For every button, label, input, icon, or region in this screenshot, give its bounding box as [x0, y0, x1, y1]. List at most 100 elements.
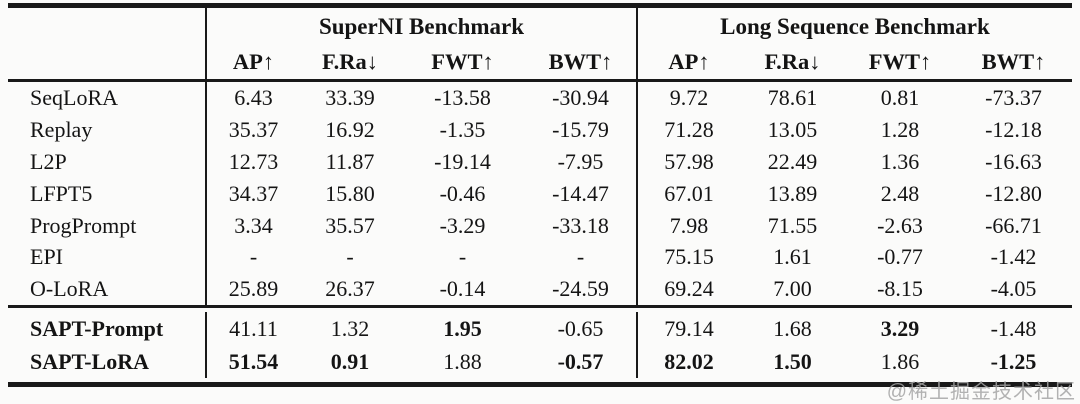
value-cell: 7.98	[636, 209, 740, 242]
value-cell: 26.37	[325, 276, 375, 302]
value-cell: 51.54	[205, 345, 300, 379]
value-cell: 71.28	[636, 113, 740, 146]
row-label: O-LoRA	[30, 276, 109, 302]
value-cell: -0.57	[557, 348, 604, 374]
value-cell: 1.86	[880, 348, 920, 374]
value-cell: 78.61	[767, 84, 818, 110]
row-label: SAPT-Prompt	[30, 315, 164, 341]
value-cell: 1.28	[880, 116, 920, 142]
value-cell: 1.32	[330, 315, 370, 341]
value-cell: -1.25	[990, 348, 1037, 374]
column-header-fra: F.Ra↓	[321, 49, 379, 75]
value-cell: 9.72	[636, 82, 740, 114]
corner-cell	[8, 8, 205, 46]
value-cell: -33.18	[552, 212, 609, 238]
row-label: SeqLoRA	[30, 84, 118, 110]
value-cell: 7.00	[773, 276, 812, 302]
bottom-rule	[8, 382, 1072, 388]
value-cell: -12.80	[985, 180, 1042, 206]
column-header-bwt: BWT↑	[548, 49, 613, 75]
column-header-bwt: BWT↑	[981, 49, 1046, 75]
value-cell: -13.58	[434, 84, 491, 110]
value-cell: 71.55	[767, 212, 818, 238]
group-title-longseq: Long Sequence Benchmark	[636, 8, 1072, 46]
value-cell: 35.37	[205, 113, 300, 146]
column-header-fwt: FWT↑	[868, 49, 932, 75]
value-cell: 3.34	[205, 209, 300, 242]
value-cell: 41.11	[205, 312, 300, 346]
row-label: ProgPrompt	[30, 212, 137, 238]
value-cell: 57.98	[636, 145, 740, 178]
value-cell: -30.94	[552, 84, 609, 110]
value-cell: 3.29	[880, 315, 920, 341]
column-header-ap: AP↑	[205, 46, 300, 79]
value-cell: 75.15	[636, 241, 740, 274]
value-cell: -12.18	[985, 116, 1042, 142]
row-label: LFPT5	[30, 180, 93, 206]
value-cell: -	[458, 244, 467, 270]
value-cell: 69.24	[636, 273, 740, 306]
value-cell: 1.50	[773, 348, 812, 374]
baseline-rows: SeqLoRA 6.43 33.39 -13.58 -30.94 9.72 78.61 0.8…	[8, 82, 1072, 306]
value-cell: 0.91	[330, 348, 370, 374]
value-cell: 16.92	[325, 116, 375, 142]
column-header-fwt: FWT↑	[431, 49, 494, 75]
value-cell: -24.59	[552, 276, 609, 302]
value-cell: 6.43	[205, 82, 300, 114]
value-cell: -0.14	[439, 276, 486, 302]
value-cell: -3.29	[439, 212, 486, 238]
value-cell: 11.87	[325, 148, 375, 174]
value-cell: 1.61	[773, 244, 812, 270]
value-cell: -4.05	[990, 276, 1037, 302]
value-cell: 1.95	[443, 315, 482, 341]
value-cell: -0.65	[557, 315, 604, 341]
value-cell: -14.47	[552, 180, 609, 206]
value-cell: -	[205, 241, 300, 274]
value-cell: 15.80	[325, 180, 375, 206]
value-cell: -66.71	[985, 212, 1042, 238]
value-cell: -	[346, 244, 354, 270]
value-cell: 34.37	[205, 177, 300, 210]
header-rule	[8, 79, 1072, 82]
value-cell: 2.48	[880, 180, 920, 206]
section-rule	[8, 305, 1072, 309]
column-header-ap: AP↑	[636, 46, 740, 79]
value-cell: 82.02	[636, 345, 740, 379]
value-cell: -1.48	[990, 315, 1037, 341]
value-cell: -0.46	[439, 180, 486, 206]
value-cell: 1.88	[443, 348, 482, 374]
value-cell: -16.63	[985, 148, 1042, 174]
value-cell: -	[576, 244, 585, 270]
value-cell: 25.89	[205, 273, 300, 306]
value-cell: 67.01	[636, 177, 740, 210]
sapt-rows: SAPT-Prompt 41.11 1.32 1.95 -0.65 79.14 1.68 3.…	[8, 308, 1072, 382]
corner-cell	[8, 46, 205, 79]
row-label: EPI	[30, 244, 63, 270]
value-cell: 12.73	[205, 145, 300, 178]
value-cell: -7.95	[557, 148, 604, 174]
value-cell: 1.68	[773, 315, 812, 341]
column-header-fra: F.Ra↓	[764, 49, 821, 75]
value-cell: 13.89	[767, 180, 818, 206]
group-title-superni: SuperNI Benchmark	[205, 8, 636, 46]
value-cell: 33.39	[325, 84, 375, 110]
row-label: Replay	[30, 116, 93, 142]
value-cell: 1.36	[880, 148, 920, 174]
value-cell: 13.05	[767, 116, 818, 142]
watermark-text: @稀土掘金技术社区	[886, 381, 1076, 403]
value-cell: -73.37	[985, 84, 1042, 110]
top-rule	[8, 3, 1072, 8]
row-label: L2P	[30, 148, 67, 174]
value-cell: -8.15	[877, 276, 923, 302]
value-cell: -2.63	[877, 212, 923, 238]
table-header: SuperNI Benchmark Long Sequence Benchmar…	[8, 8, 1072, 79]
value-cell: -15.79	[552, 116, 609, 142]
value-cell: 0.81	[880, 84, 920, 110]
value-cell: -1.42	[990, 244, 1037, 270]
value-cell: 22.49	[767, 148, 818, 174]
results-table: SuperNI Benchmark Long Sequence Benchmar…	[8, 3, 1072, 388]
value-cell: 35.57	[325, 212, 375, 238]
value-cell: -1.35	[439, 116, 486, 142]
row-label: SAPT-LoRA	[30, 348, 149, 374]
value-cell: 79.14	[636, 312, 740, 346]
